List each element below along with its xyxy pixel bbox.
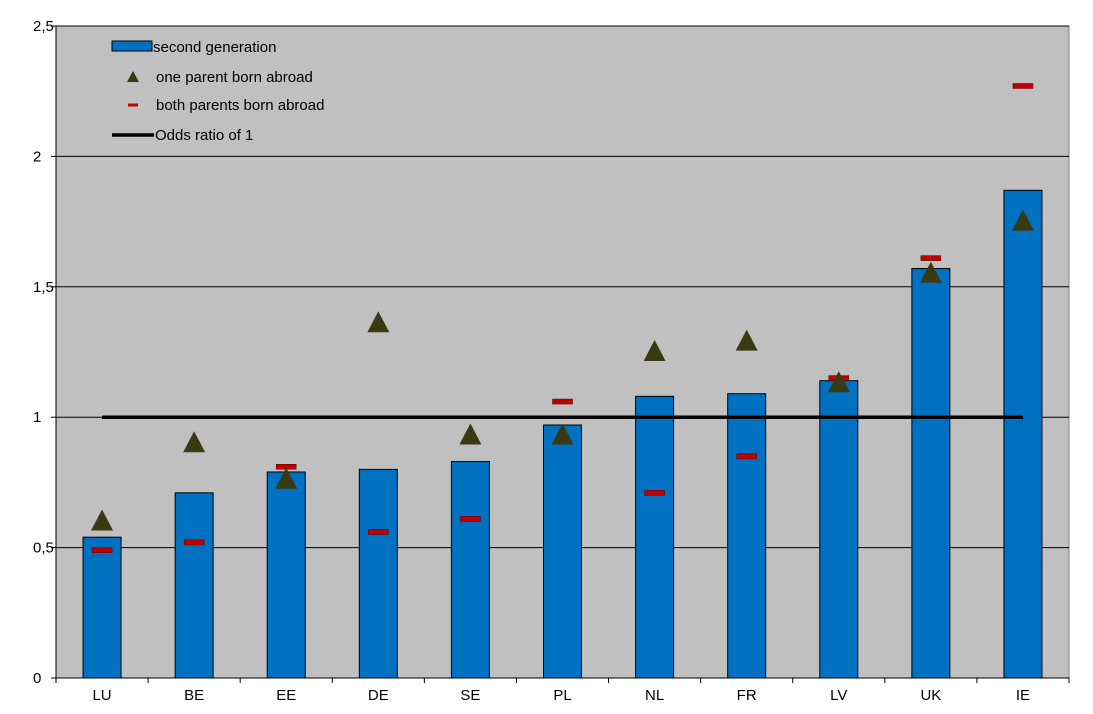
x-tick-label: PL [553,687,571,704]
dash-marker [736,453,757,460]
x-tick-label: EE [276,687,296,704]
x-tick-label: BE [184,687,204,704]
triangle-marker [1011,209,1034,231]
axes: 0 0,5 1 1,5 2 2,5 LU BE EE DE SE PL NL FR LV UK IE [33,18,1070,704]
x-tick-label: DE [368,687,389,704]
legend-triangle-swatch [127,71,139,82]
bar-series [82,189,1043,679]
legend-label: one parent born abroad [156,69,313,86]
bar [727,393,767,679]
x-tick-label: IE [1016,687,1030,704]
legend-label: Odds ratio of 1 [155,127,253,144]
triangle-marker [735,329,758,351]
legend-label: second generation [153,39,276,56]
dash-marker [183,539,205,546]
y-tick-label: 1 [33,409,41,426]
y-tick-label: 1,5 [33,279,54,296]
dash-series [91,83,1034,553]
x-tick-label: NL [645,687,664,704]
triangle-series [91,209,1034,531]
x-tick-label: FR [737,687,757,704]
triangle-marker [183,431,206,453]
x-tick-label: LU [92,687,111,704]
triangle-marker [367,311,390,333]
legend: second generation one parent born abroad b… [111,39,324,144]
dash-marker [1012,83,1034,89]
legend-label: both parents born abroad [156,97,324,114]
triangle-marker [459,423,482,445]
bar [819,380,859,679]
triangle-marker [91,509,114,531]
triangle-marker [919,261,942,283]
bar [1003,189,1043,679]
y-tick-label: 0 [33,670,41,687]
bar [266,471,306,679]
x-tick-label: SE [460,687,480,704]
bar [543,424,582,679]
bar [635,395,675,679]
dash-marker [368,529,389,535]
dash-marker [91,547,113,553]
triangle-marker [551,423,574,445]
bar [911,268,951,679]
x-tick-label: LV [830,687,847,704]
legend-dash-swatch [128,103,138,107]
dash-marker [460,516,481,522]
y-tick-label: 2 [33,148,41,165]
bar [82,536,122,679]
bar [358,468,398,679]
dash-marker [920,255,942,261]
y-tick-label: 2,5 [33,18,54,35]
dash-marker [552,398,573,405]
triangle-marker [827,371,850,393]
x-tick-label: UK [920,687,941,704]
legend-bar-swatch [111,40,153,52]
bar [450,461,490,679]
triangle-marker [275,467,298,489]
triangle-marker [643,340,666,361]
bar [174,492,214,679]
y-tick-label: 0,5 [33,540,54,557]
dash-marker [644,490,665,496]
